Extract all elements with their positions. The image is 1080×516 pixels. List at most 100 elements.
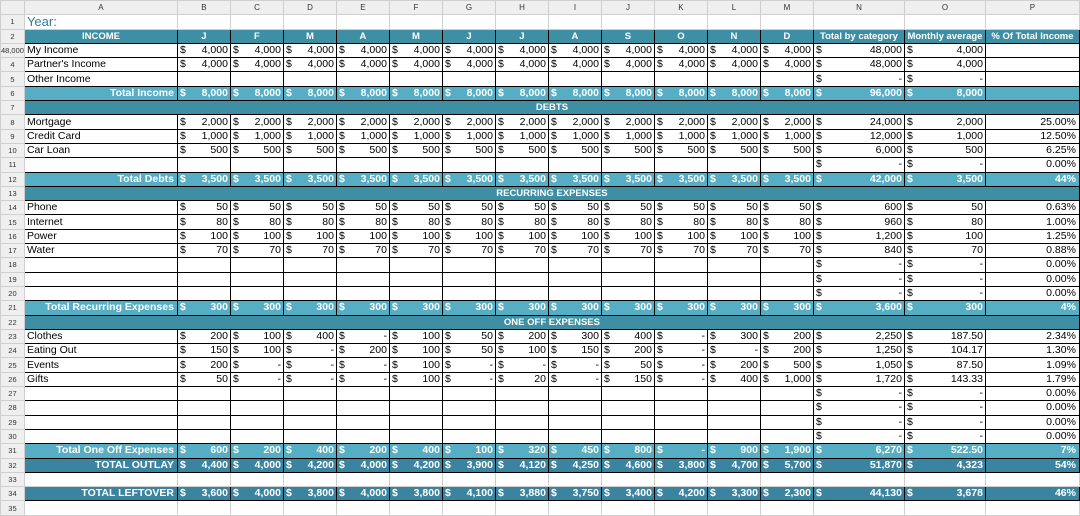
row-header[interactable]: 28 xyxy=(0,400,25,416)
cell[interactable] xyxy=(653,257,708,273)
cell[interactable]: $4,000 xyxy=(441,42,496,59)
cell[interactable]: $5,700 xyxy=(759,457,814,473)
cell[interactable]: $150 xyxy=(600,371,655,388)
cell[interactable]: $8,000 xyxy=(229,85,284,102)
cell[interactable]: $1,050 xyxy=(812,357,905,373)
row-label[interactable]: Credit Card xyxy=(23,128,178,144)
cell[interactable]: $8,000 xyxy=(547,85,602,102)
row-header[interactable]: 15 xyxy=(0,214,25,230)
cell[interactable]: $1,000 xyxy=(903,128,986,144)
cell[interactable]: $100 xyxy=(388,228,443,245)
cell[interactable]: $3,500 xyxy=(494,171,549,187)
cell[interactable]: $80 xyxy=(335,214,390,230)
cell[interactable] xyxy=(494,414,549,430)
cell[interactable]: $300 xyxy=(547,300,602,316)
cell[interactable] xyxy=(335,414,390,430)
cell[interactable]: $8,000 xyxy=(176,85,231,102)
row-label[interactable]: Car Loan xyxy=(23,142,178,159)
total-label[interactable]: Total Debts xyxy=(23,171,178,187)
cell[interactable] xyxy=(706,285,761,302)
cell[interactable] xyxy=(600,500,655,516)
pct-cell[interactable]: 0.00% xyxy=(984,414,1080,430)
cell[interactable]: $4,000 xyxy=(441,57,496,73)
cell[interactable]: $500 xyxy=(388,142,443,159)
cell[interactable]: $300 xyxy=(600,300,655,316)
cell[interactable] xyxy=(282,471,337,488)
cell[interactable]: $200 xyxy=(335,443,390,459)
pct-cell[interactable]: 1.25% xyxy=(984,228,1080,245)
cell[interactable]: $3,800 xyxy=(282,486,337,502)
column-header-i[interactable]: I xyxy=(547,0,602,16)
cell[interactable]: $100 xyxy=(547,228,602,245)
cell[interactable]: $500 xyxy=(759,142,814,159)
cell[interactable]: $3,500 xyxy=(653,171,708,187)
pct-cell[interactable]: 0.00% xyxy=(984,257,1080,273)
cell[interactable]: $3,500 xyxy=(176,171,231,187)
cell[interactable]: $400 xyxy=(282,328,337,345)
cell[interactable] xyxy=(903,500,986,516)
cell[interactable]: $300 xyxy=(441,300,496,316)
cell[interactable]: $1,720 xyxy=(812,371,905,388)
cell[interactable] xyxy=(494,285,549,302)
cell[interactable]: $50 xyxy=(903,200,986,216)
cell[interactable]: $80 xyxy=(388,214,443,230)
cell[interactable]: $24,000 xyxy=(812,114,905,130)
cell[interactable]: $2,000 xyxy=(282,114,337,130)
cell[interactable]: $70 xyxy=(600,243,655,259)
cell[interactable]: $100 xyxy=(388,357,443,373)
cell[interactable] xyxy=(388,428,443,445)
cell[interactable]: $42,000 xyxy=(812,171,905,187)
cell[interactable]: $4,000 xyxy=(706,42,761,59)
cell[interactable]: $70 xyxy=(441,243,496,259)
cell[interactable]: $900 xyxy=(706,443,761,459)
cell[interactable]: $100 xyxy=(176,228,231,245)
year-label[interactable]: Year: xyxy=(23,14,178,30)
cell[interactable]: $4,400 xyxy=(176,457,231,473)
cell[interactable] xyxy=(759,271,814,287)
cell[interactable]: $3,500 xyxy=(600,171,655,187)
pct-cell[interactable]: 0.00% xyxy=(984,400,1080,416)
cell[interactable]: $100 xyxy=(494,343,549,359)
pct-cell[interactable]: 1.79% xyxy=(984,371,1080,388)
cell[interactable]: $ - xyxy=(903,400,986,416)
pct-cell[interactable]: 4% xyxy=(984,300,1080,316)
cell[interactable] xyxy=(547,14,602,30)
row-label[interactable] xyxy=(23,157,178,173)
row-header[interactable]: 2 xyxy=(0,28,25,44)
cell[interactable] xyxy=(759,257,814,273)
cell[interactable] xyxy=(653,157,708,173)
cell[interactable] xyxy=(600,400,655,416)
cell[interactable] xyxy=(229,257,284,273)
month-header[interactable]: M xyxy=(388,28,443,44)
row-header[interactable]: 26 xyxy=(0,371,25,388)
row-label[interactable]: Power xyxy=(23,228,178,245)
cell[interactable]: $2,000 xyxy=(176,114,231,130)
cell[interactable] xyxy=(388,157,443,173)
cell[interactable]: $50 xyxy=(229,200,284,216)
cell[interactable] xyxy=(600,471,655,488)
cell[interactable]: $ - xyxy=(812,71,905,87)
row-header[interactable]: 35 xyxy=(0,500,25,516)
cell[interactable]: $80 xyxy=(903,214,986,230)
cell[interactable]: $3,800 xyxy=(653,457,708,473)
cell[interactable]: $100 xyxy=(388,328,443,345)
cell[interactable]: $50 xyxy=(441,200,496,216)
cell[interactable]: $70 xyxy=(653,243,708,259)
cell[interactable] xyxy=(600,285,655,302)
cell[interactable]: $50 xyxy=(282,200,337,216)
cell[interactable]: $50 xyxy=(600,200,655,216)
month-header[interactable]: O xyxy=(653,28,708,44)
cell[interactable] xyxy=(653,14,708,30)
cell[interactable]: $1,000 xyxy=(229,128,284,144)
cell[interactable]: $3,500 xyxy=(706,171,761,187)
cell[interactable] xyxy=(706,14,761,30)
cell[interactable] xyxy=(441,285,496,302)
row-header[interactable]: 19 xyxy=(0,271,25,287)
row-label[interactable]: My Income xyxy=(23,42,178,59)
row-header[interactable]: 10 xyxy=(0,142,25,159)
cell[interactable] xyxy=(441,471,496,488)
cell[interactable] xyxy=(441,500,496,516)
cell[interactable]: $4,000 xyxy=(282,42,337,59)
cell[interactable]: $4,000 xyxy=(335,486,390,502)
cell[interactable]: $4,000 xyxy=(653,57,708,73)
